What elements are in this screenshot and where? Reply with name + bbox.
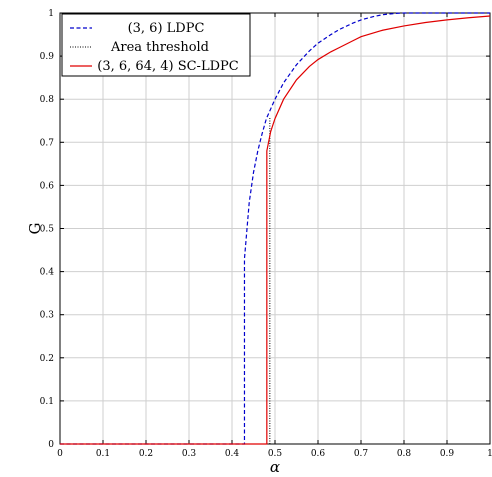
- x-tick-label: 0.1: [96, 449, 110, 459]
- x-tick-label: 0.2: [139, 449, 153, 459]
- x-tick-label: 1: [487, 449, 492, 459]
- x-tick-label: 0.7: [354, 449, 369, 459]
- y-tick-label: 1: [48, 9, 54, 19]
- x-tick-label: 0: [57, 449, 63, 459]
- legend-entry-area-threshold: Area threshold: [110, 40, 209, 55]
- y-tick-label: 0.1: [40, 397, 54, 407]
- y-tick-label: 0: [48, 440, 54, 450]
- x-axis-label: α: [270, 458, 280, 476]
- y-tick-label: 0.2: [40, 354, 54, 364]
- legend: (3, 6) LDPC Area threshold (3, 6, 64, 4)…: [62, 14, 250, 76]
- x-tick-label: 0.8: [397, 449, 412, 459]
- x-tick-label: 0.6: [311, 449, 326, 459]
- x-tick-label: 0.3: [182, 449, 197, 459]
- y-tick-label: 0.6: [40, 181, 55, 191]
- y-tick-label: 0.3: [40, 311, 55, 321]
- x-tick-label: 0.9: [440, 449, 455, 459]
- legend-entry-sc-ldpc: (3, 6, 64, 4) SC-LDPC: [97, 59, 238, 74]
- x-tick-label: 0.4: [225, 449, 240, 459]
- y-tick-label: 0.4: [40, 268, 55, 278]
- y-tick-label: 0.7: [40, 138, 55, 148]
- y-tick-label: 0.8: [40, 95, 55, 105]
- y-tick-label: 0.9: [40, 52, 55, 62]
- legend-entry-ldpc: (3, 6) LDPC: [128, 21, 205, 36]
- y-axis-label: G: [26, 223, 44, 235]
